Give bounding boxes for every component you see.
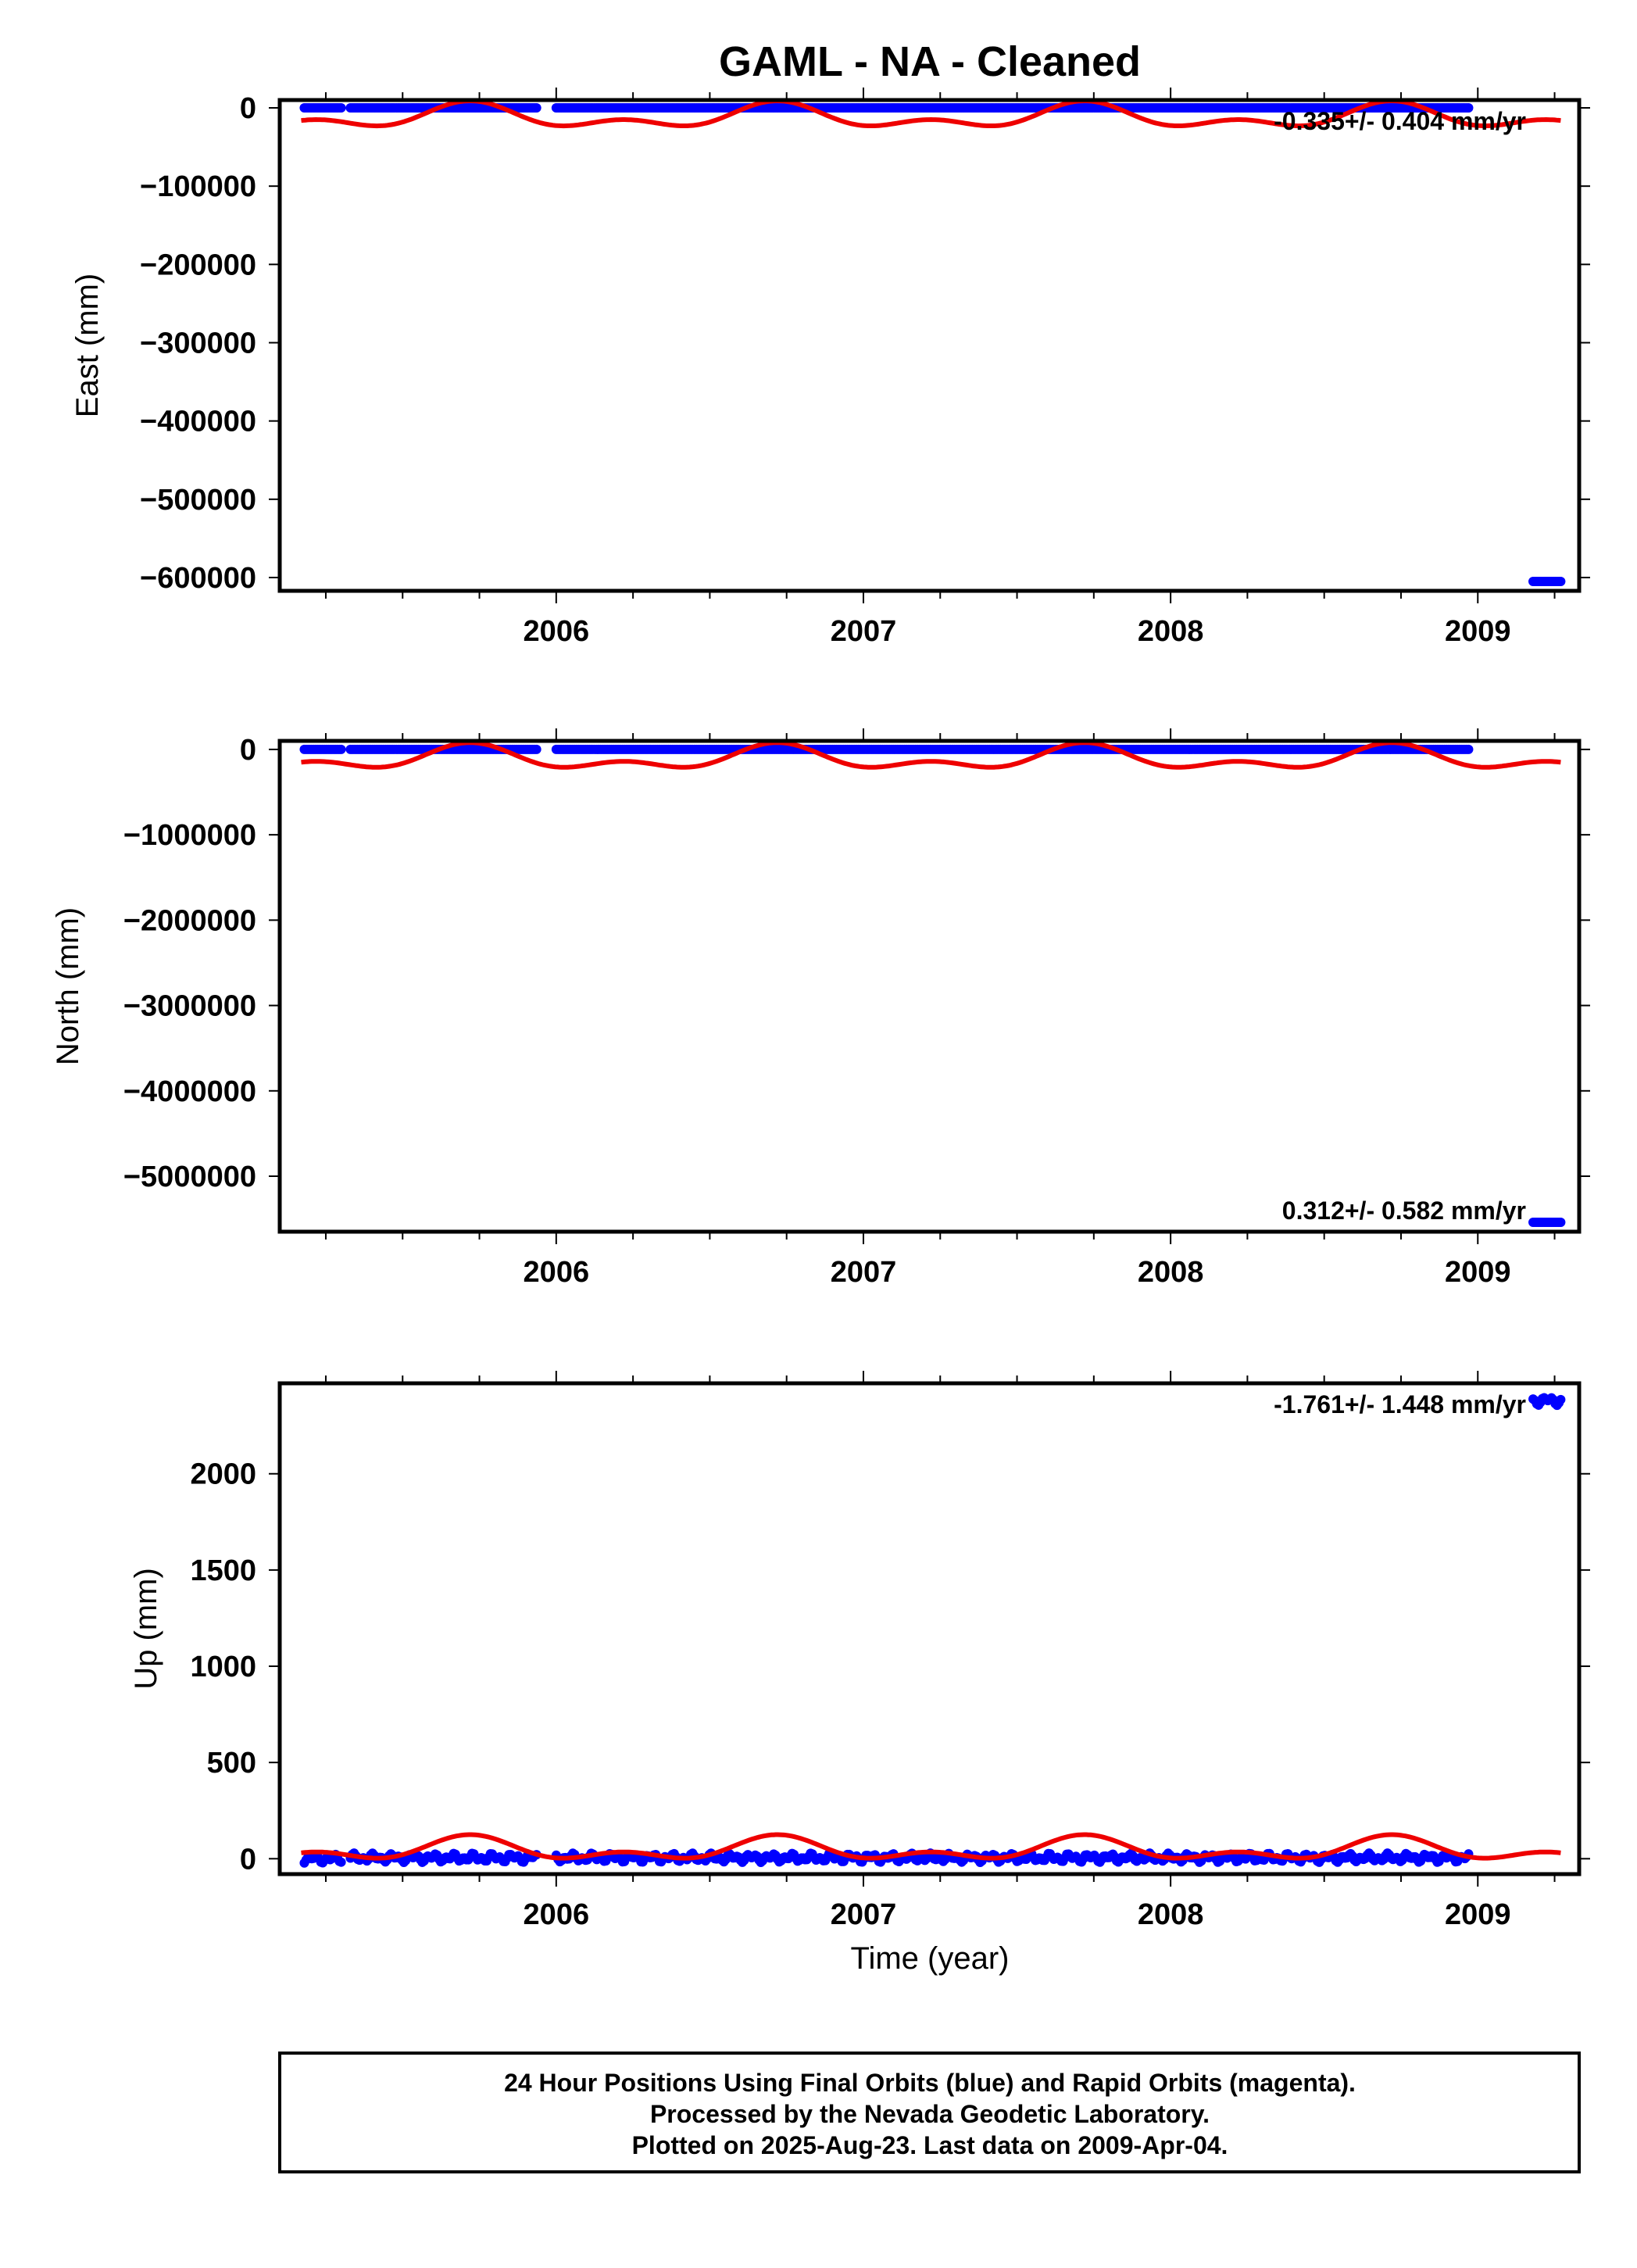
chart-title: GAML - NA - Cleaned — [719, 38, 1141, 85]
seasonal-model-curve — [301, 100, 1561, 129]
velocity-annotation: -1.761+/- 1.448 mm/yr — [1274, 1390, 1526, 1418]
y-tick-label: −300000 — [140, 327, 256, 360]
footer-box — [278, 2052, 1581, 2173]
y-tick-label: −4000000 — [123, 1075, 256, 1108]
x-tick-label: 2007 — [831, 1898, 897, 1931]
plot-area — [299, 741, 1566, 1227]
x-tick-label: 2009 — [1445, 1898, 1511, 1931]
y-tick-label: −1000000 — [123, 819, 256, 852]
north-panel: 2006 2007 2008 2009 0 −1000000 −2000000 −300000… — [51, 728, 1590, 1289]
final-orbit-point — [336, 744, 346, 754]
final-orbit-point — [1464, 744, 1474, 754]
y-tick-label: −100000 — [140, 170, 256, 203]
y-tick-label: 0 — [240, 1843, 256, 1876]
y-axis-label: East (mm) — [70, 274, 105, 417]
final-orbit-point — [1556, 1217, 1566, 1227]
x-tick-label: 2008 — [1138, 615, 1204, 648]
final-orbit-point — [336, 1857, 346, 1867]
x-tick-label: 2009 — [1445, 615, 1511, 648]
final-orbit-point — [1464, 103, 1474, 113]
y-axis-label: North (mm) — [51, 907, 85, 1065]
velocity-annotation: -0.335+/- 0.404 mm/yr — [1274, 107, 1526, 135]
final-orbit-point — [336, 103, 346, 113]
x-tick-label: 2006 — [524, 1256, 590, 1289]
y-tick-label: 1000 — [190, 1651, 256, 1683]
y-tick-label: 1500 — [190, 1554, 256, 1587]
final-orbit-point — [531, 103, 541, 113]
plot-area — [299, 1393, 1566, 1868]
y-tick-label: 2000 — [190, 1458, 256, 1491]
plot-frame — [277, 739, 1582, 1234]
plot-area — [299, 100, 1566, 586]
x-tick-label: 2008 — [1138, 1898, 1204, 1931]
x-tick-label: 2006 — [524, 615, 590, 648]
plot-frame — [277, 98, 1582, 593]
y-tick-label: −3000000 — [123, 990, 256, 1023]
x-tick-label: 2008 — [1138, 1256, 1204, 1289]
final-orbit-point — [1556, 576, 1566, 586]
footer-line-3: Plotted on 2025-Aug-23. Last data on 200… — [632, 2131, 1228, 2159]
x-axis-label: Time (year) — [851, 1941, 1010, 1976]
seasonal-model-curve — [301, 741, 1561, 770]
y-tick-label: −600000 — [140, 562, 256, 595]
seasonal-model-curve — [301, 1832, 1561, 1861]
y-axis-label: Up (mm) — [129, 1568, 163, 1690]
y-tick-label: −400000 — [140, 406, 256, 438]
footer-line-2: Processed by the Nevada Geodetic Laborat… — [650, 2100, 1210, 2128]
y-tick-label: −2000000 — [123, 904, 256, 937]
up-panel: 2006 2007 2008 2009 0 500 1000 1500 2000 Up (mm) -… — [129, 1371, 1590, 1931]
x-tick-label: 2007 — [831, 1256, 897, 1289]
velocity-annotation: 0.312+/- 0.582 mm/yr — [1282, 1197, 1526, 1225]
x-tick-label: 2009 — [1445, 1256, 1511, 1289]
y-tick-label: 0 — [240, 734, 256, 767]
x-tick-label: 2006 — [524, 1898, 590, 1931]
y-tick-label: 500 — [207, 1747, 256, 1780]
plot-frame — [277, 1381, 1582, 1876]
y-tick-label: −200000 — [140, 249, 256, 281]
final-orbit-point — [531, 744, 541, 754]
final-orbit-point — [1556, 1394, 1566, 1404]
y-tick-label: −5000000 — [123, 1161, 256, 1193]
y-tick-label: 0 — [240, 92, 256, 125]
y-tick-label: −500000 — [140, 484, 256, 517]
x-tick-label: 2007 — [831, 615, 897, 648]
east-panel: 2006 2007 2008 2009 0 −100000 −200000 −300000 −4… — [70, 88, 1590, 648]
footer-line-1: 24 Hour Positions Using Final Orbits (bl… — [504, 2069, 1356, 2097]
